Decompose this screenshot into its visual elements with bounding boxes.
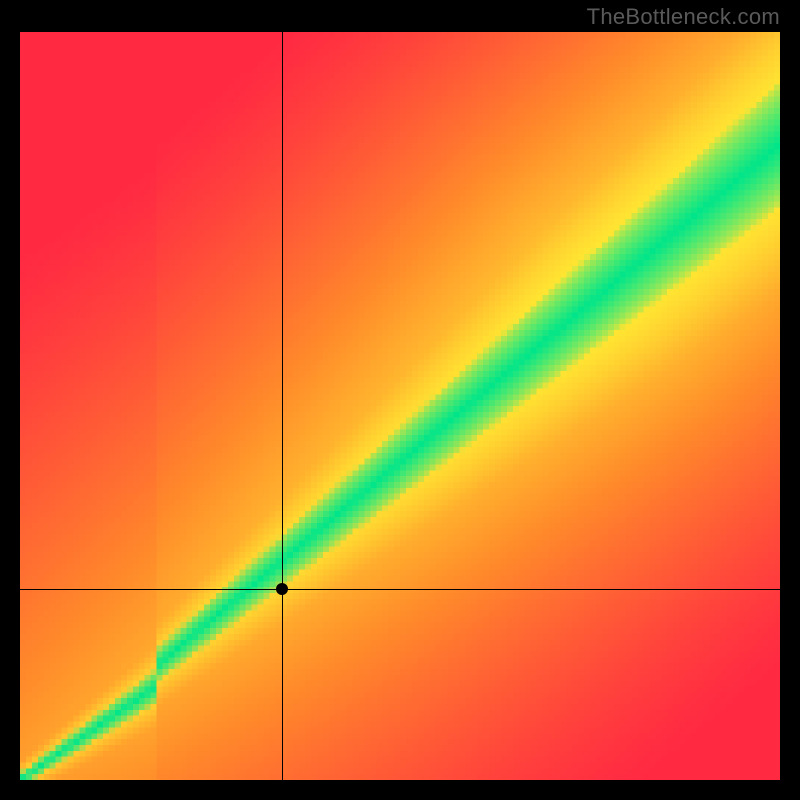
bottleneck-heatmap — [20, 32, 780, 780]
chart-container: TheBottleneck.com — [0, 0, 800, 800]
attribution-label: TheBottleneck.com — [587, 4, 780, 30]
plot-area — [20, 32, 780, 780]
crosshair-horizontal — [20, 589, 780, 590]
crosshair-vertical — [282, 32, 283, 780]
data-point-marker — [276, 583, 288, 595]
